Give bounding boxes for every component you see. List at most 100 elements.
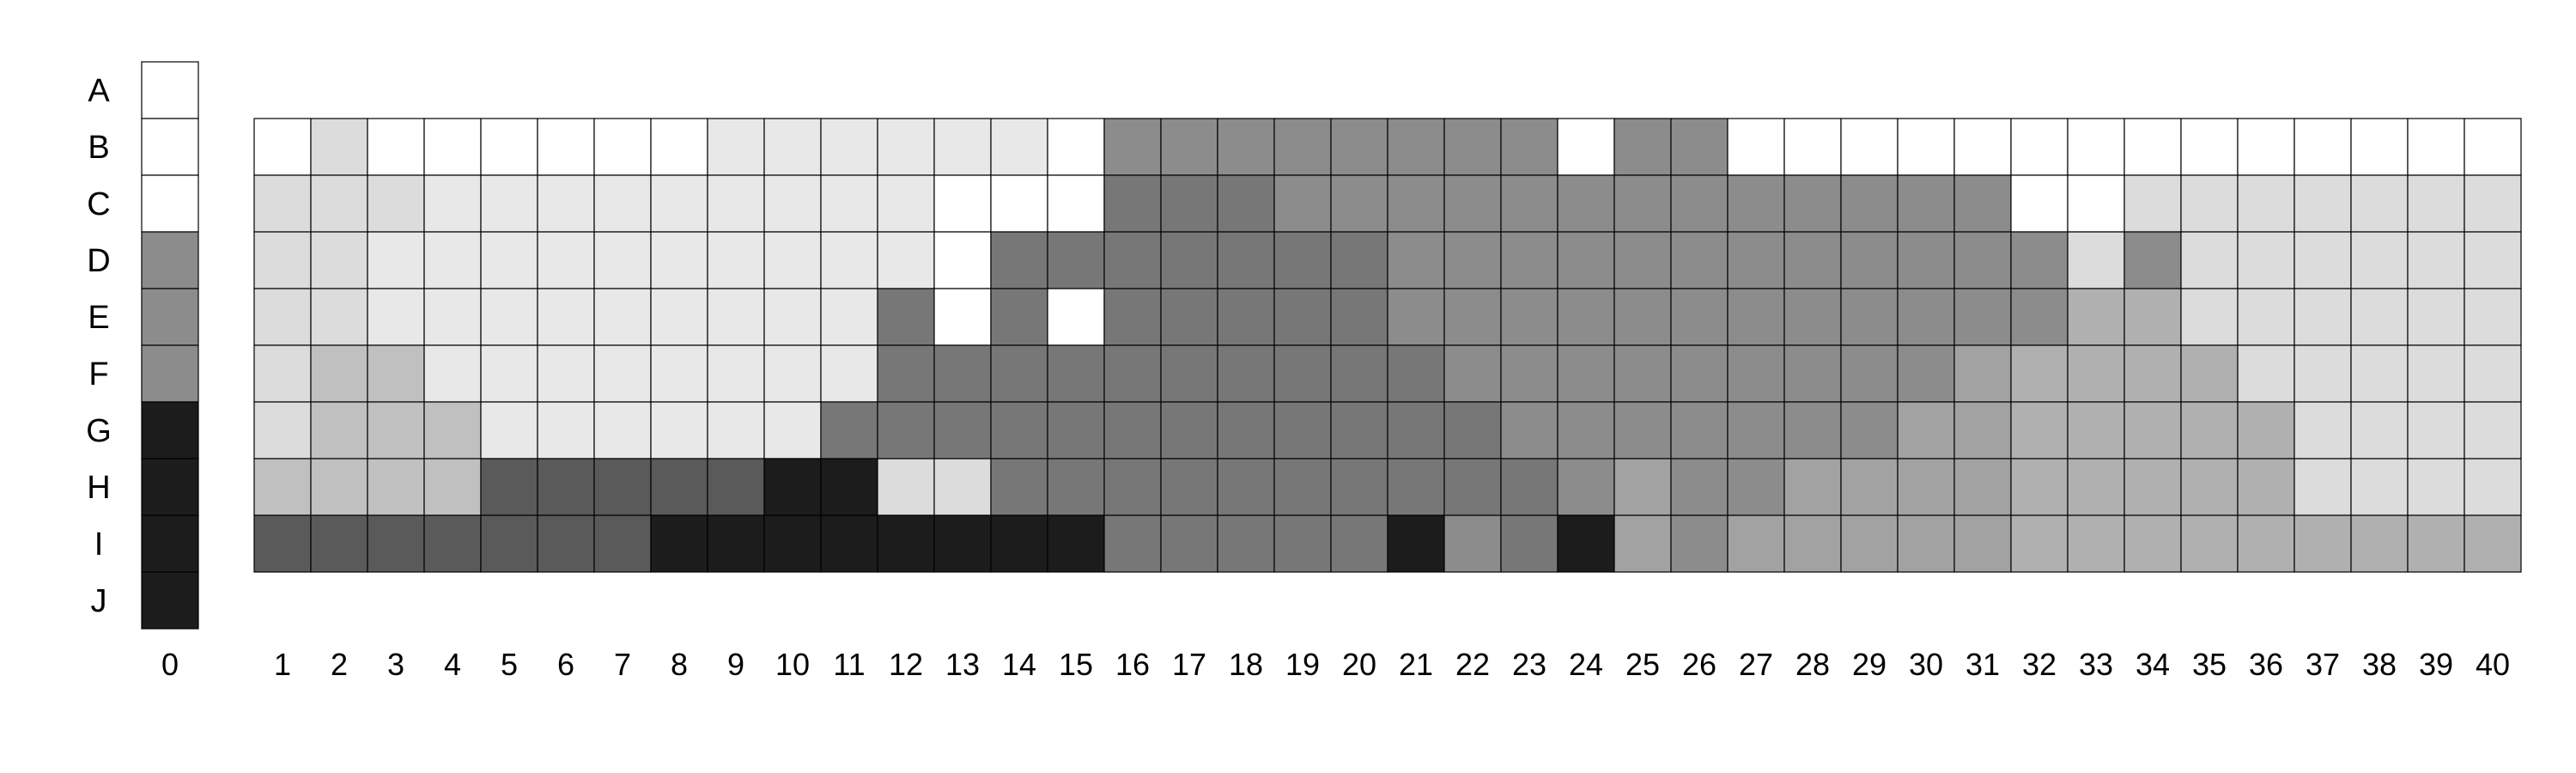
cell-c-26: [1670, 174, 1728, 233]
cell-d-35: [2180, 231, 2239, 289]
cell-f-14: [990, 344, 1048, 403]
cell-c-1: [253, 174, 312, 233]
cell-h-8: [650, 458, 708, 516]
key-cell-f: [141, 344, 199, 403]
cell-i-37: [2293, 514, 2352, 573]
cell-c-24: [1557, 174, 1615, 233]
cell-i-35: [2180, 514, 2239, 573]
cell-g-15: [1047, 401, 1105, 460]
cell-c-13: [933, 174, 992, 233]
cell-f-35: [2180, 344, 2239, 403]
cell-c-2: [310, 174, 368, 233]
cell-f-40: [2464, 344, 2522, 403]
key-cell-h: [141, 458, 199, 516]
cell-b-7: [593, 118, 652, 176]
cell-h-17: [1160, 458, 1218, 516]
cell-e-8: [650, 288, 708, 346]
cell-c-40: [2464, 174, 2522, 233]
cell-b-22: [1443, 118, 1502, 176]
cell-h-28: [1783, 458, 1842, 516]
cell-e-35: [2180, 288, 2239, 346]
cell-g-36: [2237, 401, 2295, 460]
cell-h-1: [253, 458, 312, 516]
cell-h-34: [2123, 458, 2182, 516]
cell-h-13: [933, 458, 992, 516]
cell-g-12: [877, 401, 935, 460]
cell-e-15: [1047, 288, 1105, 346]
cell-d-11: [820, 231, 878, 289]
cell-b-4: [423, 118, 482, 176]
cell-c-25: [1613, 174, 1672, 233]
cell-f-6: [537, 344, 595, 403]
cell-h-3: [367, 458, 425, 516]
column-label-1: 1: [274, 647, 291, 682]
cell-h-33: [2067, 458, 2125, 516]
cell-f-39: [2407, 344, 2465, 403]
cell-d-15: [1047, 231, 1105, 289]
cell-e-7: [593, 288, 652, 346]
cell-b-34: [2123, 118, 2182, 176]
cell-d-27: [1727, 231, 1785, 289]
cell-g-16: [1103, 401, 1162, 460]
cell-i-27: [1727, 514, 1785, 573]
cell-f-12: [877, 344, 935, 403]
cell-i-31: [1953, 514, 2012, 573]
cell-f-27: [1727, 344, 1785, 403]
cell-g-26: [1670, 401, 1728, 460]
cell-c-16: [1103, 174, 1162, 233]
cell-b-23: [1500, 118, 1558, 176]
row-label-d: D: [87, 243, 110, 279]
cell-g-14: [990, 401, 1048, 460]
cell-h-26: [1670, 458, 1728, 516]
cell-i-33: [2067, 514, 2125, 573]
cell-f-21: [1387, 344, 1445, 403]
cell-g-20: [1330, 401, 1388, 460]
column-label-27: 27: [1739, 647, 1773, 682]
cell-g-18: [1217, 401, 1275, 460]
cell-e-10: [763, 288, 822, 346]
cell-b-15: [1047, 118, 1105, 176]
cell-b-3: [367, 118, 425, 176]
key-cell-c: [141, 174, 199, 233]
cell-d-8: [650, 231, 708, 289]
cell-h-25: [1613, 458, 1672, 516]
cell-b-35: [2180, 118, 2239, 176]
cell-c-7: [593, 174, 652, 233]
cell-d-25: [1613, 231, 1672, 289]
cell-c-3: [367, 174, 425, 233]
cell-c-4: [423, 174, 482, 233]
column-label-21: 21: [1399, 647, 1433, 682]
cell-h-30: [1897, 458, 1955, 516]
cell-h-10: [763, 458, 822, 516]
cell-e-6: [537, 288, 595, 346]
cell-g-27: [1727, 401, 1785, 460]
cell-b-8: [650, 118, 708, 176]
cell-i-30: [1897, 514, 1955, 573]
cell-d-7: [593, 231, 652, 289]
cell-i-4: [423, 514, 482, 573]
column-label-26: 26: [1682, 647, 1716, 682]
cell-f-24: [1557, 344, 1615, 403]
cell-b-28: [1783, 118, 1842, 176]
cell-h-31: [1953, 458, 2012, 516]
cell-d-14: [990, 231, 1048, 289]
column-label-5: 5: [501, 647, 518, 682]
cell-c-11: [820, 174, 878, 233]
cell-b-17: [1160, 118, 1218, 176]
cell-d-17: [1160, 231, 1218, 289]
column-label-14: 14: [1002, 647, 1036, 682]
cell-e-4: [423, 288, 482, 346]
cell-h-18: [1217, 458, 1275, 516]
cell-d-2: [310, 231, 368, 289]
cell-c-28: [1783, 174, 1842, 233]
cell-e-34: [2123, 288, 2182, 346]
column-label-9: 9: [727, 647, 744, 682]
cell-i-22: [1443, 514, 1502, 573]
cell-b-19: [1273, 118, 1332, 176]
column-label-30: 30: [1909, 647, 1943, 682]
cell-d-20: [1330, 231, 1388, 289]
cell-i-10: [763, 514, 822, 573]
cell-b-14: [990, 118, 1048, 176]
cell-g-40: [2464, 401, 2522, 460]
column-label-24: 24: [1569, 647, 1603, 682]
